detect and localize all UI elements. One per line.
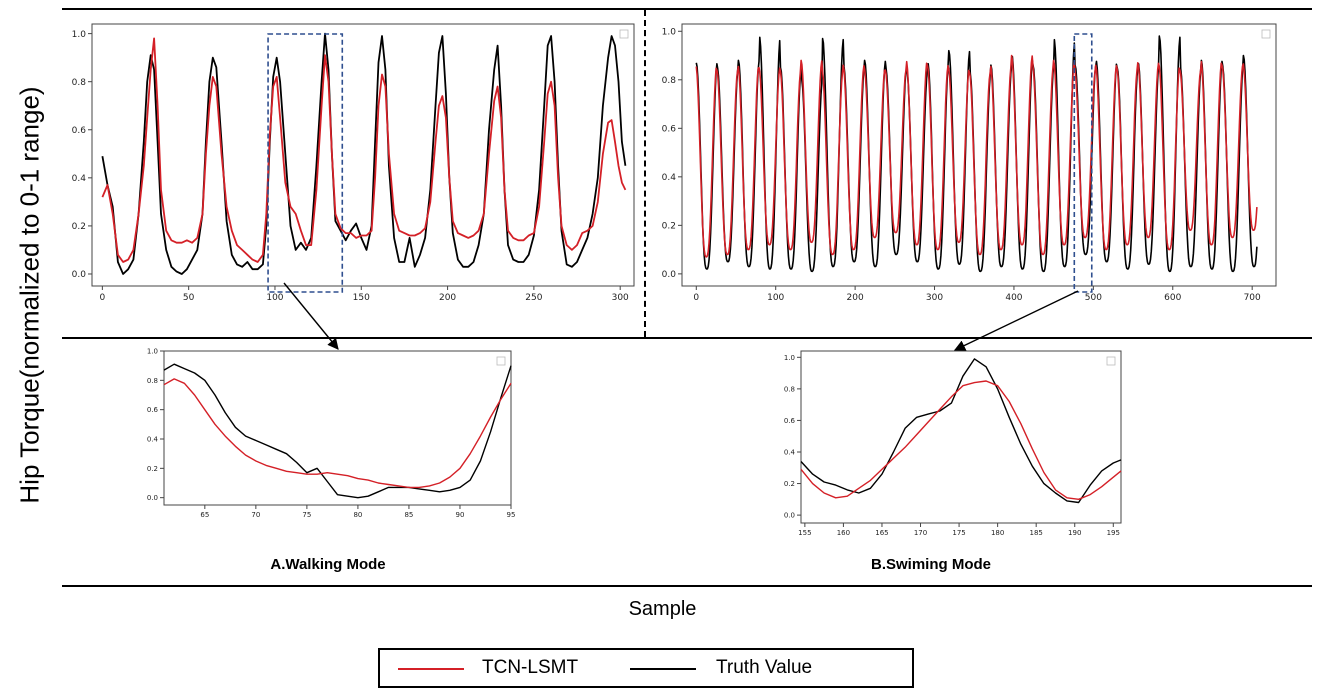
x-axis-label: Sample	[628, 598, 697, 620]
x-tick-label: 195	[1107, 529, 1120, 537]
x-tick-label: 0	[693, 293, 699, 303]
y-tick-label: 0.8	[72, 78, 87, 88]
x-tick-label: 300	[926, 293, 943, 303]
swimming-full-chart: 0 100 200 300 400 500 600 700 0.0 0.2 0.4 0.6 0.8 1.0	[662, 23, 1277, 303]
legend-swatch-tcn-lsmt	[398, 668, 464, 670]
x-tick-label: 160	[837, 529, 850, 537]
empty-legend-box	[1261, 29, 1271, 39]
x-tick-label: 100	[266, 293, 283, 303]
zoom-highlight-box	[1073, 33, 1093, 293]
zoom-highlight-box	[267, 33, 344, 293]
swimming-zoom-chart: 155 160 165 170 175 180 185 190 195 0.0 0.2 0.4 0.6 0…	[784, 350, 1122, 537]
x-tick-label: 300	[612, 293, 629, 303]
x-tick-label: 95	[507, 511, 515, 519]
x-tick-label: 90	[456, 511, 465, 519]
y-tick-label: 1.0	[147, 347, 158, 355]
x-tick-label: 185	[1029, 529, 1042, 537]
swimming-zoom-arrow	[953, 290, 1079, 351]
y-tick-label: 0.6	[784, 417, 796, 425]
top-border-line	[62, 8, 1312, 10]
x-tick-label: 250	[525, 293, 542, 303]
y-tick-label: 0.2	[784, 480, 795, 488]
y-tick-label: 0.6	[72, 126, 87, 136]
series-line-tcn-lsmt	[695, 54, 1258, 258]
y-tick-label: 0.6	[147, 406, 159, 414]
x-tick-label: 70	[251, 511, 260, 519]
x-tick-label: 500	[1085, 293, 1102, 303]
y-tick-label: 0.2	[147, 465, 158, 473]
x-tick-label: 190	[1068, 529, 1081, 537]
y-tick-label: 0.4	[784, 448, 796, 456]
legend-label-tcn-lsmt: TCN-LSMT	[482, 657, 579, 678]
x-tick-label: 100	[767, 293, 784, 303]
y-tick-label: 0.0	[147, 494, 158, 502]
y-tick-label: 0.6	[662, 124, 677, 134]
x-tick-label: 700	[1244, 293, 1261, 303]
y-tick-label: 0.4	[72, 174, 87, 184]
series-line-tcn-lsmt	[800, 380, 1122, 500]
y-tick-label: 0.8	[784, 385, 795, 393]
x-tick-label: 0	[99, 293, 105, 303]
legend-swatch-truth-value	[630, 668, 696, 670]
legend-label-truth-value: Truth Value	[716, 657, 813, 678]
y-tick-label: 0.0	[784, 512, 795, 520]
y-tick-label: 0.2	[72, 222, 86, 232]
walking-full-chart: 0 50 100 150 200 250 300 0.0 0.2 0.4 0.6 0.8 1.0	[72, 23, 635, 303]
y-tick-label: 0.0	[72, 270, 87, 280]
y-tick-label: 0.8	[147, 377, 158, 385]
x-tick-label: 50	[183, 293, 195, 303]
x-tick-label: 75	[302, 511, 311, 519]
y-tick-label: 0.2	[662, 222, 676, 232]
x-tick-label: 165	[875, 529, 888, 537]
series-line-tcn-lsmt	[101, 37, 627, 263]
empty-legend-box	[619, 29, 629, 39]
swimming-mode-caption: B.Swiming Mode	[871, 556, 991, 573]
x-tick-label: 180	[991, 529, 1004, 537]
bottom-border-line	[62, 585, 1312, 587]
walking-zoom-arrow	[283, 282, 339, 350]
x-tick-label: 175	[952, 529, 965, 537]
x-tick-label: 400	[1005, 293, 1022, 303]
y-tick-label: 1.0	[662, 27, 677, 37]
walking-mode-caption: A.Walking Mode	[270, 556, 386, 573]
walking-zoom-chart: 65 70 75 80 85 90 95 0.0 0.2 0.4 0.6 0.8 1.0	[147, 347, 515, 519]
x-tick-label: 600	[1164, 293, 1181, 303]
legend: TCN-LSMT Truth Value	[378, 648, 914, 688]
x-tick-label: 200	[439, 293, 456, 303]
y-tick-label: 1.0	[784, 354, 795, 362]
x-tick-label: 65	[200, 511, 209, 519]
panel-divider	[644, 10, 646, 337]
series-line-truth-value	[101, 32, 627, 275]
empty-legend-box	[1106, 356, 1116, 366]
x-tick-label: 170	[914, 529, 927, 537]
y-tick-label: 0.4	[147, 435, 159, 443]
x-tick-label: 85	[404, 511, 413, 519]
plot-frame	[163, 350, 512, 506]
x-tick-label: 200	[847, 293, 864, 303]
series-line-truth-value	[163, 363, 512, 499]
y-tick-label: 1.0	[72, 30, 87, 40]
x-tick-label: 150	[353, 293, 370, 303]
series-line-tcn-lsmt	[163, 378, 512, 489]
y-tick-label: 0.8	[662, 76, 677, 86]
y-tick-label: 0.4	[662, 173, 677, 183]
middle-border-line	[62, 337, 1312, 339]
empty-legend-box	[496, 356, 506, 366]
y-tick-label: 0.0	[662, 270, 677, 280]
series-line-truth-value	[800, 358, 1122, 504]
x-tick-label: 155	[798, 529, 811, 537]
x-tick-label: 80	[353, 511, 362, 519]
